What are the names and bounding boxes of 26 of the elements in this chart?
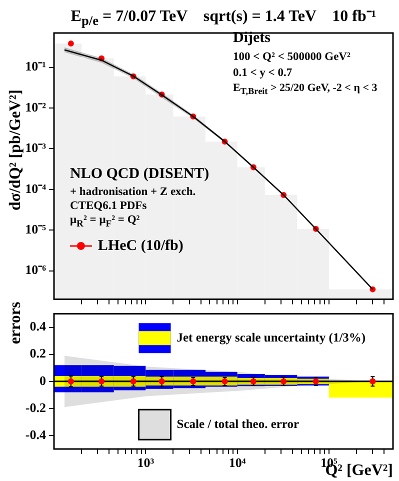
legend-label: Scale / total theo. error <box>176 416 300 431</box>
x-tick-label: 10⁴ <box>228 455 246 470</box>
y-tick-label: 0.2 <box>30 346 46 361</box>
y-tick-label: 0 <box>40 372 46 388</box>
y-axis-title: errors <box>7 302 25 344</box>
annotation: 100 < Q² < 500000 GeV² <box>233 51 350 63</box>
y-tick-label: 10⁻⁴ <box>25 180 46 196</box>
y-tick-label: -0.4 <box>25 426 46 442</box>
chart-title: E$_{p/e}$ = 7/0.07 TeV sqrt(s) = 1.4 TeV 10 fb⁻¹ <box>70 7 378 30</box>
annotation: μ$_{R}$² = μ$_{F}$² = Q² <box>70 214 140 230</box>
legend-label: LHeC (10/fb) <box>98 238 184 254</box>
annotation: CTEQ6.1 PDFs <box>70 200 147 212</box>
legend-label: Jet energy scale uncertainty (1/3%) <box>176 330 366 344</box>
y-axis-title: dσ/dQ² [pb/GeV²] <box>7 90 25 210</box>
y-tick-label: 10⁻³ <box>25 140 46 156</box>
annotation: + hadronisation + Z exch. <box>70 186 196 198</box>
annotation: E$_{T,Breit}$ > 25/20 GeV, -2 < η < 3 <box>233 82 378 96</box>
y-tick-label: 0.4 <box>30 318 46 334</box>
y-tick-label: 10⁻⁶ <box>25 262 46 278</box>
y-tick-label: 10⁻² <box>25 99 46 114</box>
y-tick-label: 10⁻¹ <box>25 58 46 74</box>
y-tick-label: 10⁻⁵ <box>25 221 46 236</box>
annotation: NLO QCD (DISENT) <box>70 166 210 183</box>
annotation: 0.1 < y < 0.7 <box>233 67 292 79</box>
x-tick-label: 10³ <box>137 455 154 470</box>
y-tick-label: -0.2 <box>25 400 46 415</box>
